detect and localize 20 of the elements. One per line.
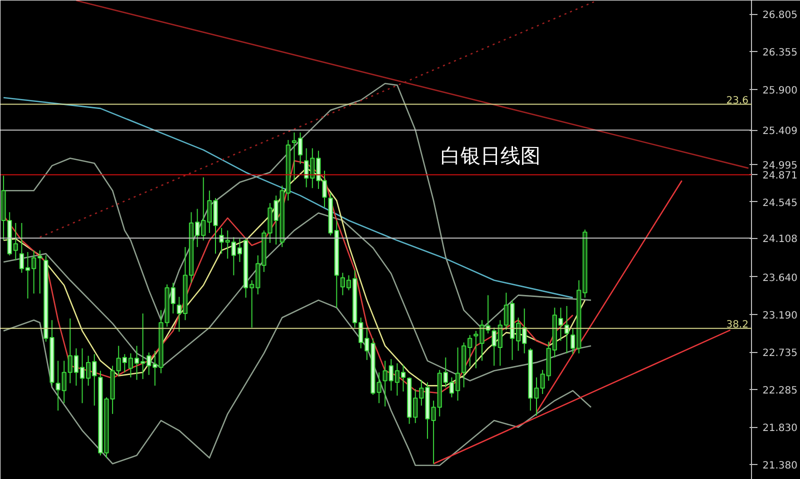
y-tick-label: 22.735 <box>762 348 798 360</box>
y-tick-label: 22.285 <box>762 385 798 396</box>
y-tick-label: 21.380 <box>762 460 798 472</box>
annotation: 38.2 <box>726 319 748 330</box>
line-series <box>2 212 592 382</box>
y-tick-label: 26.355 <box>762 48 798 59</box>
y-tick-label: 25.409 <box>762 126 798 138</box>
y-tick-label: 21.830 <box>762 423 798 434</box>
y-tick-label: 25.900 <box>762 85 798 96</box>
y-tick-label: 26.805 <box>762 10 798 22</box>
annotation: 白银日线图 <box>440 144 540 168</box>
line-series <box>2 96 574 298</box>
annotation: 23.6 <box>726 95 748 106</box>
y-tick-label: 24.871 <box>762 170 798 182</box>
line-series <box>2 300 592 466</box>
y-tick-label: 24.995 <box>762 160 798 172</box>
y-tick-label: 24.545 <box>762 198 798 209</box>
y-tick-label: 23.190 <box>762 310 798 322</box>
y-tick-label: 24.108 <box>762 234 798 246</box>
y-tick-label: 23.640 <box>762 272 798 284</box>
